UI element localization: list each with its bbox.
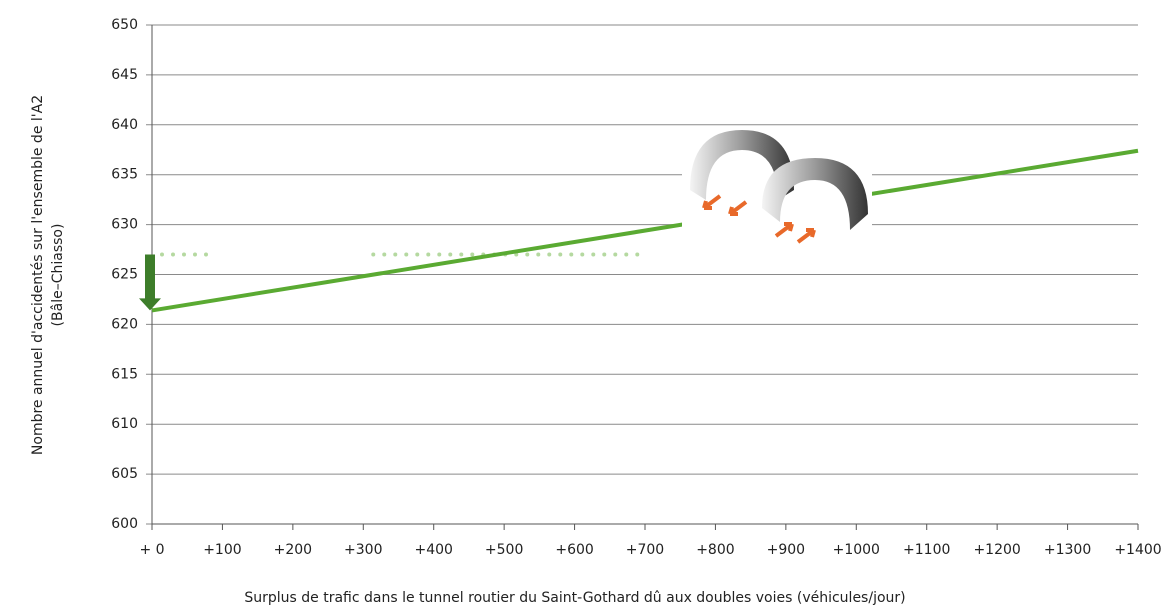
tunnel-icon <box>682 128 872 246</box>
x-tick-label: + 0 <box>139 542 164 558</box>
y-tick-label: 620 <box>111 316 138 332</box>
y-tick-label: 615 <box>111 366 138 382</box>
y-tick-label: 640 <box>111 117 138 133</box>
x-tick-label: +300 <box>344 542 382 558</box>
x-tick-label: +1100 <box>903 542 950 558</box>
x-axis-title: Surplus de trafic dans le tunnel routier… <box>244 590 905 606</box>
x-tick-label: +900 <box>767 542 805 558</box>
x-tick-label: +1200 <box>973 542 1020 558</box>
y-tick-label: 630 <box>111 217 138 233</box>
y-tick-label: 600 <box>111 516 138 532</box>
y-axis-title-line: (Bâle–Chiasso) <box>50 224 66 327</box>
plot: 600 605 610 615 620 625 630 635 640 645 650 + 0 +100… <box>111 17 1161 558</box>
x-tick-label: +400 <box>414 542 452 558</box>
y-axis-title-line: Nombre annuel d'accidentés sur l'ensembl… <box>30 95 46 455</box>
y-tick-label: 625 <box>111 267 138 283</box>
y-tick-label: 635 <box>111 167 138 183</box>
x-tick-label: +500 <box>485 542 523 558</box>
y-tick-label: 650 <box>111 17 138 33</box>
y-tick-label: 610 <box>111 416 138 432</box>
x-tick-label: +800 <box>696 542 734 558</box>
x-tick-label: +1300 <box>1044 542 1091 558</box>
chart: Surplus de trafic dans le tunnel routier… <box>0 0 1165 610</box>
y-tick-label: 645 <box>111 67 138 83</box>
x-tick-label: +200 <box>274 542 312 558</box>
x-tick-label: +700 <box>626 542 664 558</box>
x-tick-label: +600 <box>555 542 593 558</box>
y-axis-title: Nombre annuel d'accidentés sur l'ensembl… <box>30 95 66 455</box>
x-tick-label: +1400 <box>1114 542 1161 558</box>
x-tick-label: +100 <box>203 542 241 558</box>
y-tick-label: 605 <box>111 466 138 482</box>
drop-arrow <box>139 255 161 311</box>
x-tick-label: +1000 <box>833 542 880 558</box>
